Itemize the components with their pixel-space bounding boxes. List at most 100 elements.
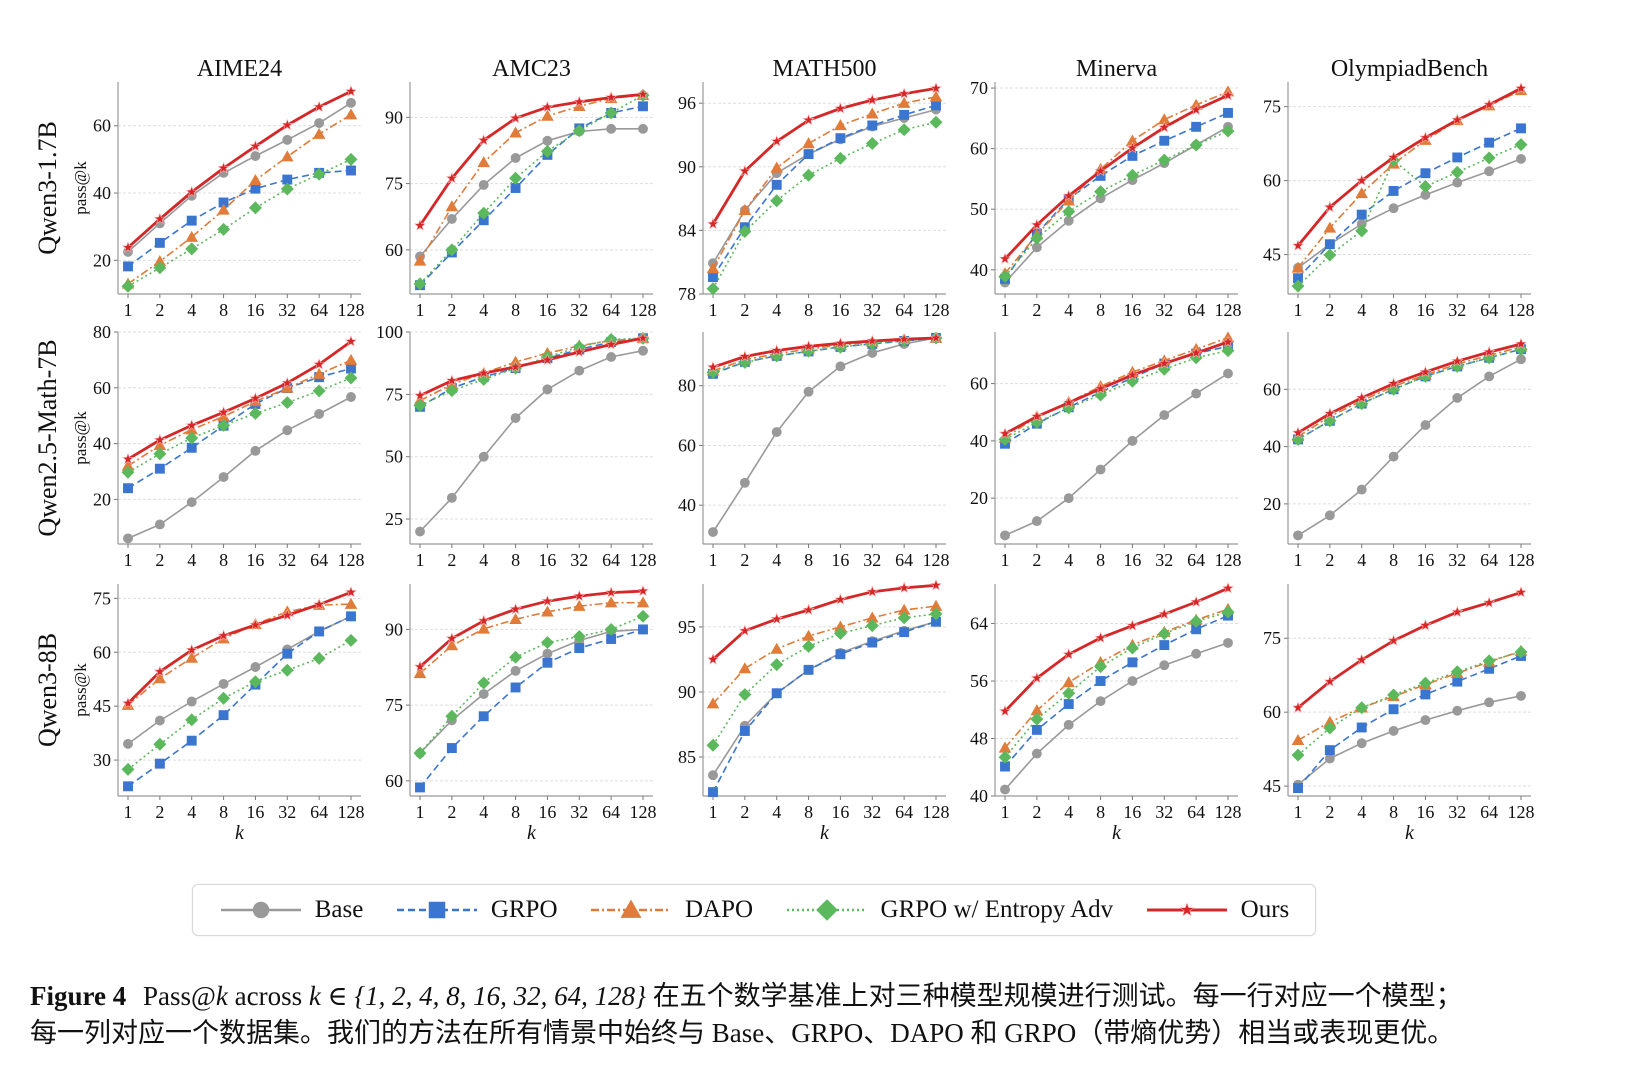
series-line-base [712, 108, 937, 264]
data-point-grpo [867, 120, 878, 131]
data-point-dapo [344, 353, 358, 365]
data-point-grpo [1223, 107, 1233, 118]
series-line-ours [127, 340, 352, 461]
x-tick-label: 8 [1096, 550, 1105, 570]
data-point-grpo [803, 149, 814, 160]
data-point-ours [1189, 595, 1203, 608]
x-tick-label: 64 [1187, 802, 1205, 822]
data-point-base [282, 425, 293, 436]
data-point-grpo [218, 197, 229, 208]
y-tick-label: 85 [678, 747, 696, 767]
series-line-grpo [419, 628, 644, 788]
data-point-base [218, 678, 229, 689]
data-point-grpo-w-entropy-adv [1030, 231, 1044, 245]
panel-qwen3-1-7b-olympiadbench: 45 60 75 1 2 4 8 16 32 64 128 [1263, 81, 1535, 320]
data-point-base [218, 472, 229, 483]
data-point-grpo [867, 637, 878, 648]
data-point-grpo-w-entropy-adv [998, 432, 1012, 446]
data-point-base [478, 179, 489, 190]
legend-dapo-triangle-icon [590, 899, 671, 918]
series-line-base [419, 128, 643, 258]
x-tick-label: 4 [1357, 802, 1366, 822]
series-line-grpo-w-entropy-adv [1297, 651, 1522, 756]
data-point-grpo-w-entropy-adv [121, 762, 135, 776]
data-point-grpo-w-entropy-adv [1387, 382, 1401, 396]
x-tick-label: 2 [155, 550, 164, 570]
data-point-grpo-w-entropy-adv [1157, 362, 1171, 376]
series-line-dapo [712, 337, 937, 372]
x-tick-label: 8 [219, 300, 228, 320]
data-point-base [638, 345, 648, 356]
data-point-ours [1126, 368, 1139, 381]
data-point-ours [1189, 103, 1203, 116]
data-point-ours [1291, 701, 1305, 714]
data-point-ours [1451, 113, 1464, 126]
data-point-base [1063, 215, 1074, 226]
legend-label-grpo: GRPO [490, 896, 558, 923]
x-tick-label: 32 [863, 550, 881, 570]
data-point-grpo [1324, 239, 1335, 250]
data-point-base [1452, 705, 1463, 716]
data-point-dapo [280, 381, 294, 393]
y-tick-label: 75 [93, 588, 111, 608]
data-point-base [606, 351, 617, 362]
data-point-base [282, 134, 293, 145]
data-point-dapo [865, 107, 879, 119]
panel-qwen3-1-7b-aime24: 20 40 60 1 2 4 8 16 32 64 128 [93, 82, 365, 320]
x-tick-label: 16 [1123, 802, 1141, 822]
x-axis-label: k [1112, 822, 1122, 844]
data-point-grpo-w-entropy-adv [802, 168, 816, 182]
data-point-base [1356, 738, 1367, 749]
data-point-grpo [1484, 137, 1495, 148]
data-point-ours [770, 612, 783, 625]
data-point-dapo [344, 108, 358, 120]
x-tick-label: 1 [1001, 802, 1010, 822]
caption-k: k [215, 981, 228, 1011]
data-point-ours [153, 212, 167, 225]
series-line-grpo-w-entropy-adv [419, 615, 644, 754]
data-point-ours [866, 585, 879, 597]
data-point-dapo [1291, 261, 1305, 273]
data-point-ours [1030, 410, 1044, 422]
y-tick-label: 90 [385, 619, 403, 639]
data-point-base [314, 118, 325, 129]
data-point-base [1127, 435, 1138, 446]
data-point-base [1191, 648, 1202, 659]
y-tick-label: 90 [678, 157, 696, 177]
data-point-dapo [706, 697, 720, 709]
x-tick-label: 128 [338, 802, 365, 822]
data-point-base [835, 361, 846, 372]
data-point-ours [281, 118, 294, 131]
y-axis-label: pass@k [71, 663, 90, 717]
x-tick-label: 2 [1325, 300, 1334, 320]
data-point-dapo [1030, 704, 1044, 716]
series-line-base [712, 337, 937, 533]
y-tick-label: 64 [970, 614, 988, 634]
x-tick-label: 1 [1294, 550, 1303, 570]
data-point-base [708, 770, 718, 781]
legend-item-ours: Ours [1145, 896, 1289, 924]
x-tick-label: 8 [804, 802, 813, 822]
data-point-dapo [445, 200, 459, 212]
data-point-grpo-w-entropy-adv [1157, 627, 1171, 641]
data-point-ours [509, 360, 522, 373]
y-tick-label: 45 [93, 696, 111, 716]
data-point-grpo-w-entropy-adv [312, 651, 326, 665]
data-point-base [1159, 660, 1170, 671]
x-tick-label: 64 [895, 300, 913, 320]
x-tick-label: 64 [602, 550, 620, 570]
series-line-grpo [1297, 127, 1522, 279]
y-tick-label: 60 [385, 240, 403, 260]
data-point-dapo [770, 642, 784, 654]
data-point-ours [706, 360, 720, 373]
data-point-grpo [1127, 657, 1138, 668]
data-point-grpo [1420, 689, 1431, 700]
x-tick-label: 2 [1325, 802, 1334, 822]
data-point-grpo [510, 183, 521, 193]
data-point-grpo [606, 634, 617, 644]
panel-qwen3-1-7b-amc23: 60 75 90 1 2 4 8 16 32 64 128 [385, 82, 657, 320]
data-point-ours [312, 357, 326, 370]
data-point-ours [249, 139, 262, 152]
legend-marker [252, 901, 269, 919]
